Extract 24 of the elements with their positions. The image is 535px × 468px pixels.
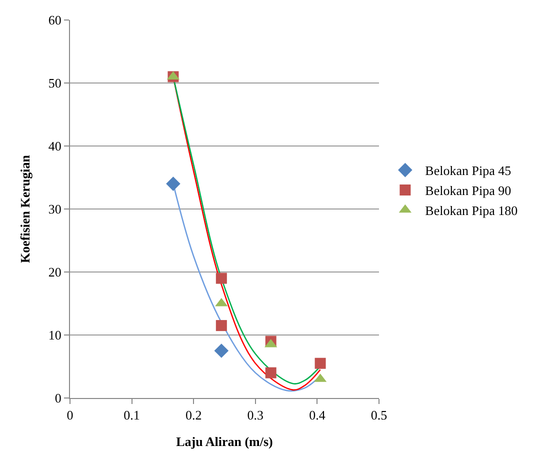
y-tick-label: 40 [48,138,62,154]
legend-label: Belokan Pipa 180 [425,202,518,218]
y-tick-label: 30 [48,202,62,217]
legend-label: Belokan Pipa 45 [425,163,512,178]
y-tick-label: 0 [54,390,62,406]
x-tick-label: 0 [66,408,74,423]
y-tick-label: 50 [48,76,62,91]
x-tick-label: 0.5 [370,408,388,423]
point [214,344,229,358]
point [216,272,227,284]
point [166,176,180,191]
legend-label: Belokan Pipa 90 [425,183,512,198]
point [265,367,276,378]
x-tick-label: 0.1 [124,408,140,423]
x-tick-label: 0.2 [185,408,202,423]
y-tick-label: 60 [48,12,62,28]
x-tick-label: 0.3 [247,408,264,423]
x-tick-label: 0.4 [309,408,326,423]
point [314,358,326,369]
y-tick-label: 10 [48,328,62,343]
x-axis-title: Laju Aliran (m/s) [176,434,273,450]
y-axis-title: Koefisien Kerugian [17,154,32,263]
y-tick-label: 20 [48,264,62,280]
point [216,320,227,332]
